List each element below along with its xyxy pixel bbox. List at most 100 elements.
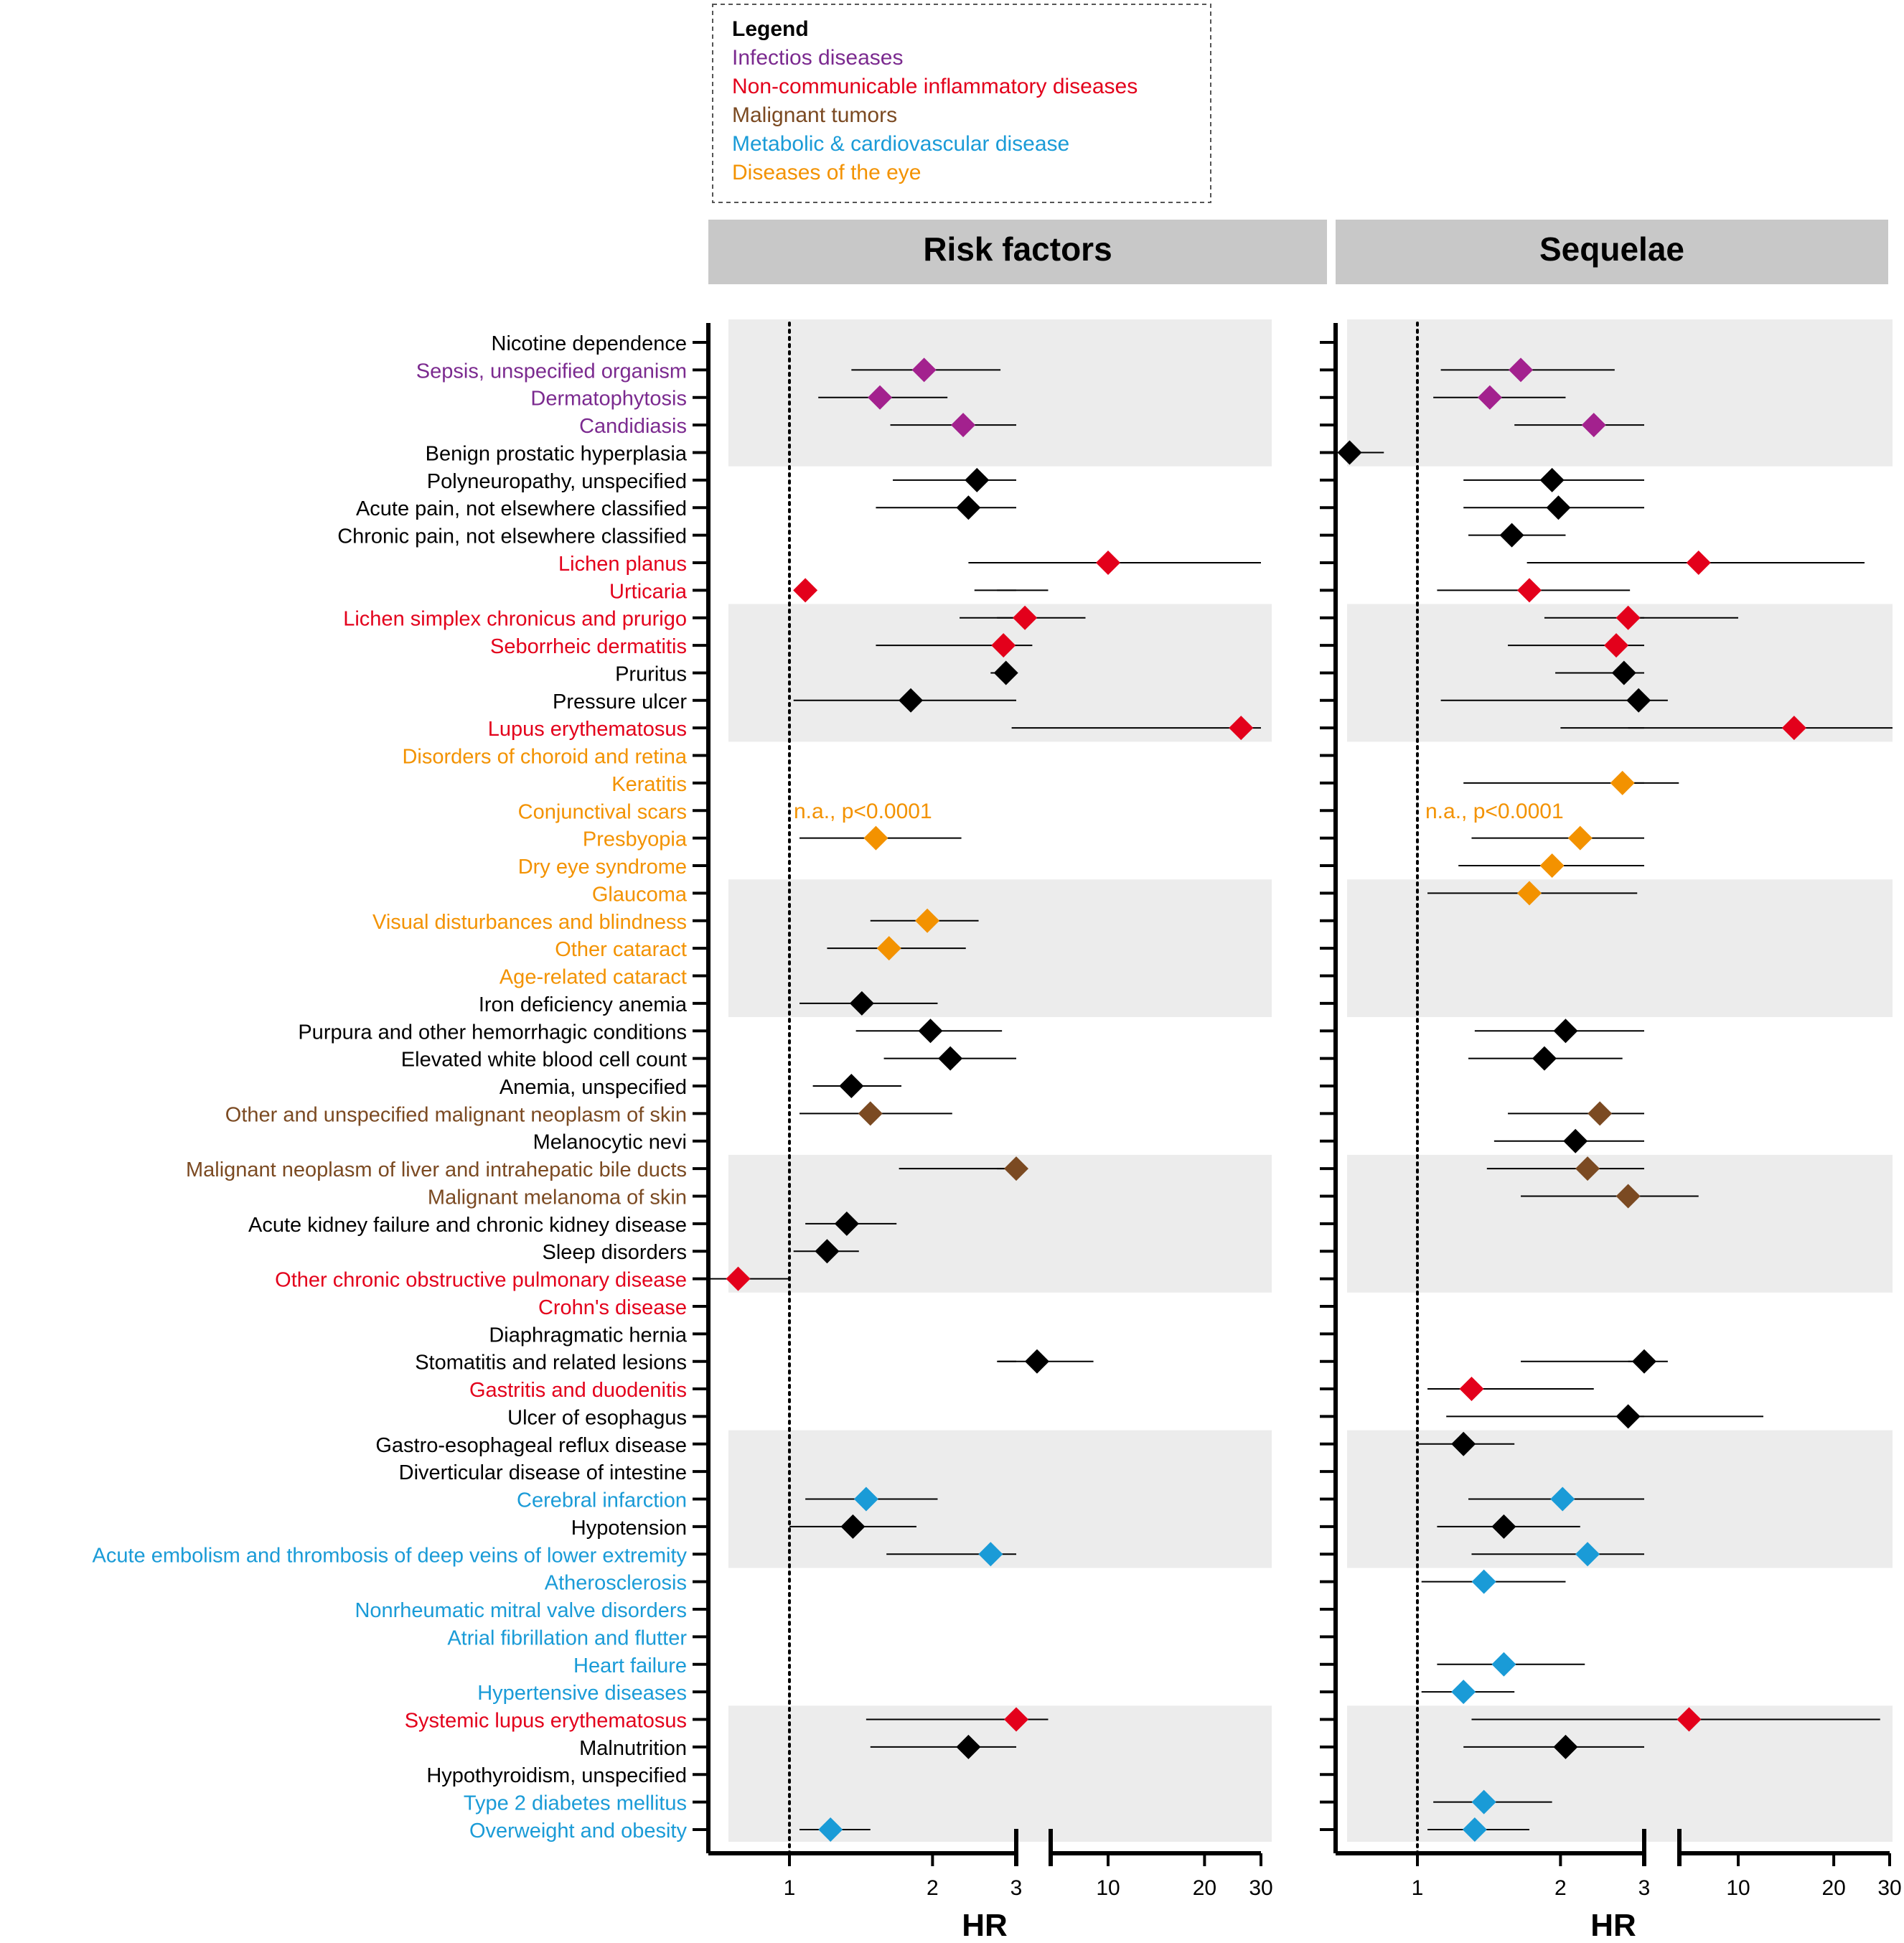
seq-estimate (1588, 1101, 1613, 1126)
seq-estimate (1553, 1019, 1578, 1044)
risk-estimate (834, 1211, 859, 1236)
row-label: Crohn's disease (538, 1296, 687, 1319)
seq-estimate (1509, 357, 1534, 383)
row-label: Hypertensive diseases (477, 1682, 687, 1705)
seq-estimate (1550, 1486, 1575, 1512)
row-label: Cerebral infarction (517, 1489, 687, 1512)
risk-estimate (1004, 1156, 1028, 1181)
row-label: Systemic lupus erythematosus (405, 1710, 687, 1733)
row-label: Dry eye syndrome (518, 856, 687, 879)
row-label: Conjunctival scars (518, 800, 687, 823)
row-label: Seborrheic dermatitis (490, 635, 687, 658)
risk-estimate (815, 1239, 840, 1264)
seq-estimate (1516, 578, 1542, 603)
seq-estimate (1539, 853, 1565, 879)
risk-estimate (991, 633, 1016, 658)
risk-estimate (839, 1073, 864, 1098)
seq-estimate (1337, 440, 1362, 465)
risk-estimate (956, 495, 981, 520)
row-label: Other cataract (555, 938, 687, 961)
risk-tick-label-10: 10 (1096, 1876, 1120, 1900)
row-label: Chronic pain, not elsewhere classified (337, 525, 687, 548)
row-label: Sleep disorders (543, 1241, 688, 1264)
row-label: Iron deficiency anemia (479, 993, 688, 1016)
data-marks (700, 357, 1893, 1842)
legend-metabolic: Metabolic & cardiovascular disease (732, 132, 1069, 156)
seq-estimate (1491, 1514, 1516, 1539)
row-label: Other chronic obstructive pulmonary dise… (275, 1269, 687, 1292)
legend-infectious: Infectios diseases (732, 46, 903, 70)
seq-estimate (1610, 770, 1635, 795)
row-label: Stomatitis and related lesions (415, 1352, 687, 1375)
seq-tick-label-3: 3 (1638, 1876, 1651, 1900)
risk-estimate (853, 1486, 878, 1512)
row-label: Lichen planus (558, 553, 687, 576)
risk-estimate (951, 413, 976, 438)
seq-estimate (1626, 688, 1651, 713)
seq-estimate (1781, 716, 1806, 741)
risk-estimate (938, 1046, 963, 1071)
row-label: Melanocytic nevi (533, 1131, 687, 1154)
risk-estimate (978, 1542, 1003, 1567)
row-label: Atherosclerosis (545, 1572, 687, 1595)
row-label: Lichen simplex chronicus and prurigo (343, 608, 687, 631)
legend: Legend Infectios diseases Non-communicab… (712, 4, 1211, 203)
risk-estimate (1013, 605, 1038, 630)
seq-estimate (1546, 495, 1571, 520)
seq-tick-label-10: 10 (1726, 1876, 1750, 1900)
risk-tick-label-30: 30 (1249, 1876, 1272, 1900)
row-label: Urticaria (609, 580, 688, 603)
band-risk-5 (728, 1705, 1272, 1842)
seq-tick-label-2: 2 (1554, 1876, 1567, 1900)
row-labels: Nicotine dependence Sepsis, unspecified o… (93, 332, 688, 1843)
risk-estimate (899, 688, 924, 713)
row-label: Heart failure (573, 1654, 687, 1677)
seq-tick-label-1: 1 (1412, 1876, 1424, 1900)
seq-estimate (1581, 413, 1606, 438)
risk-tick-label-20: 20 (1193, 1876, 1216, 1900)
band-seq-2 (1347, 879, 1893, 1018)
risk-estimate (1229, 716, 1254, 741)
risk-estimate (849, 991, 874, 1016)
row-label: Ulcer of esophagus (507, 1406, 687, 1429)
row-label: Overweight and obesity (469, 1820, 688, 1843)
seq-estimate (1567, 825, 1593, 851)
seq-estimate (1477, 385, 1502, 410)
row-label: Benign prostatic hyperplasia (426, 442, 688, 465)
seq-estimate (1615, 1404, 1641, 1429)
row-label: Nonrheumatic mitral valve disorders (355, 1599, 687, 1622)
row-label: Atrial fibrillation and flutter (447, 1626, 687, 1649)
seq-estimate (1459, 1377, 1484, 1402)
row-label: Polyneuropathy, unspecified (427, 470, 687, 493)
band-seq-5 (1347, 1705, 1893, 1842)
row-label: Hypotension (571, 1517, 687, 1540)
seq-estimate (1563, 1128, 1588, 1153)
row-label: Hypothyroidism, unspecified (426, 1764, 687, 1787)
row-label: Pressure ulcer (553, 690, 687, 713)
seq-estimate (1615, 1184, 1641, 1209)
seq-tick-label-30: 30 (1877, 1876, 1901, 1900)
seq-panel-title: Sequelae (1539, 230, 1684, 268)
risk-estimate (726, 1266, 751, 1291)
risk-xlabel: HR (962, 1908, 1008, 1943)
row-label: Pruritus (615, 663, 687, 685)
seq-estimate (1615, 605, 1641, 630)
risk-estimate (1004, 1707, 1028, 1732)
row-label: Glaucoma (592, 883, 688, 906)
seq-estimate (1491, 1652, 1516, 1677)
legend-malignant: Malignant tumors (732, 103, 897, 127)
seq-estimate (1516, 881, 1542, 906)
seq-estimate (1471, 1569, 1496, 1594)
row-label: Acute kidney failure and chronic kidney … (248, 1214, 687, 1237)
risk-tick-label-1: 1 (784, 1876, 796, 1900)
row-label: Diverticular disease of intestine (399, 1461, 687, 1484)
row-label: Visual disturbances and blindness (372, 911, 687, 934)
legend-title: Legend (732, 17, 809, 41)
row-label: Keratitis (611, 773, 687, 796)
seq-estimate (1462, 1817, 1487, 1842)
risk-estimate (956, 1734, 981, 1759)
na-annotation-seq: n.a., p<0.0001 (1425, 800, 1564, 823)
band-risk-0 (728, 319, 1272, 467)
risk-estimate (965, 467, 990, 492)
row-label: Candidiasis (579, 415, 687, 438)
